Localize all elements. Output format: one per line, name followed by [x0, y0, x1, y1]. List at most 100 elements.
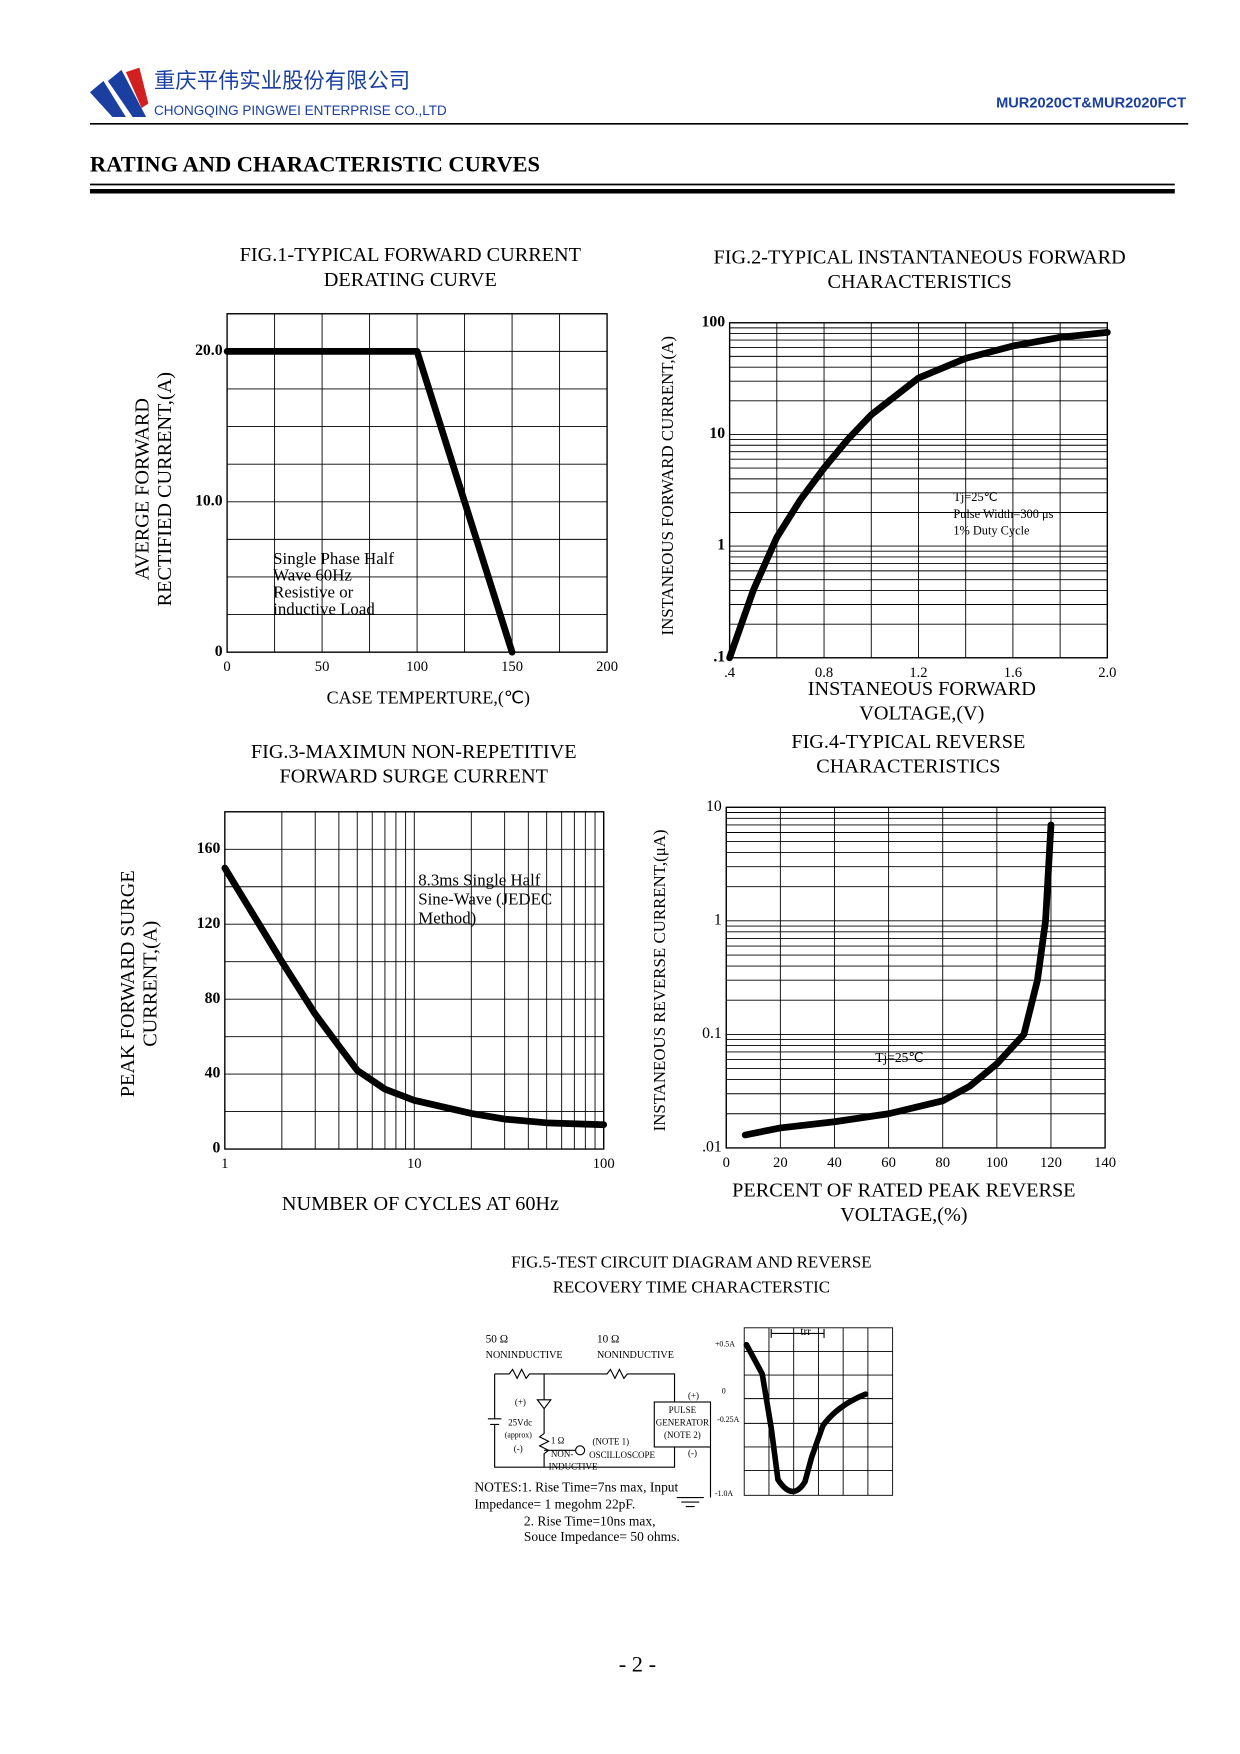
x-tick-label: 140 — [1094, 1155, 1116, 1171]
note: Souce Impedance= 50 ohms. — [524, 1529, 680, 1544]
circuit — [487, 1368, 712, 1508]
label: NONINDUCTIVE — [597, 1350, 674, 1361]
y-tick-label: .01 — [702, 1139, 722, 1156]
company-cn: 重庆平伟实业股份有限公司 — [154, 69, 410, 94]
label: (NOTE 2) — [664, 1430, 701, 1440]
plot-frame — [224, 811, 605, 1150]
fig5: FIG.5-TEST CIRCUIT DIAGRAM AND REVERSE R… — [474, 1253, 894, 1544]
label: trr — [800, 1326, 811, 1338]
curve — [726, 329, 1111, 662]
label: 10 Ω — [597, 1334, 619, 1346]
chart-title: FIG.3-MAXIMUN NON-REPETITIVE — [251, 741, 577, 763]
annotation: Single Phase Half — [273, 549, 394, 568]
label: NONINDUCTIVE — [486, 1350, 563, 1361]
label: (-) — [514, 1443, 523, 1453]
y-axis-label: INSTANEOUS REVERSE CURRENT,(μA) — [650, 829, 669, 1131]
x-tick-label: 100 — [986, 1155, 1008, 1171]
chart-title: FIG.2-TYPICAL INSTANTANEOUS FORWARD — [713, 246, 1125, 268]
label: OSCILLOSCOPE — [589, 1450, 655, 1460]
y-tick-label: 1 — [714, 911, 722, 928]
annotation: inductive Load — [273, 599, 375, 618]
x-axis-label: PERCENT OF RATED PEAK REVERSE — [732, 1179, 1075, 1201]
y-axis-label: PEAK FORWARD SURGE — [117, 870, 139, 1097]
curve — [223, 347, 516, 656]
label: 0 — [722, 1387, 726, 1396]
chart-title: CHARACTERISTICS — [827, 271, 1011, 293]
annotation: 1% Duty Cycle — [953, 524, 1030, 538]
fig5-title: RECOVERY TIME CHARACTERSTIC — [553, 1277, 830, 1296]
x-tick-label: 100 — [593, 1156, 615, 1172]
x-tick-label: 50 — [315, 659, 330, 675]
x-tick-label: 1.6 — [1004, 665, 1022, 681]
plot-frame — [226, 313, 608, 653]
y-tick-label: 40 — [205, 1065, 221, 1082]
plot-frame — [725, 806, 1106, 1149]
annotation: Tj=25℃ — [953, 490, 997, 504]
y-axis-label: AVERGE FORWARD — [132, 398, 154, 580]
fig5-title: FIG.5-TEST CIRCUIT DIAGRAM AND REVERSE — [511, 1253, 871, 1272]
y-tick-label: 160 — [197, 840, 221, 857]
x-tick-label: 120 — [1040, 1155, 1062, 1171]
y-tick-label: 1 — [717, 537, 725, 554]
note: Impedance= 1 megohm 22pF. — [474, 1497, 635, 1512]
trr-marker — [770, 1328, 825, 1338]
annotation: Sine-Wave (JEDEC — [418, 889, 552, 908]
chart-title: FORWARD SURGE CURRENT — [279, 766, 548, 788]
y-tick-label: 0 — [212, 1140, 220, 1157]
x-axis-label: INSTANEOUS FORWARD — [808, 678, 1036, 700]
y-tick-label: 10.0 — [195, 492, 223, 509]
y-tick-label: 0.1 — [702, 1025, 722, 1042]
note: NOTES:1. Rise Time=7ns max, Input — [474, 1480, 678, 1495]
chart-title: FIG.1-TYPICAL FORWARD CURRENT — [240, 244, 582, 266]
x-tick-label: 40 — [827, 1155, 842, 1171]
x-axis-label: NUMBER OF CYCLES AT 60Hz — [282, 1193, 559, 1215]
logo — [89, 67, 149, 118]
y-tick-label: 80 — [205, 990, 221, 1007]
x-tick-label: 100 — [406, 659, 428, 675]
recovery-waveform — [743, 1341, 869, 1495]
plot-frame — [728, 322, 1109, 659]
annotation: 8.3ms Single Half — [418, 870, 541, 889]
label: INDUCTIVE — [549, 1461, 598, 1471]
label: GENERATOR — [656, 1417, 709, 1427]
label: (+) — [688, 1390, 699, 1400]
x-tick-label: 0 — [223, 659, 230, 675]
x-tick-label: 60 — [881, 1155, 896, 1171]
y-tick-label: .1 — [713, 648, 725, 665]
y-axis-label: INSTANEOUS FORWARD CURRENT,(A) — [658, 336, 677, 635]
section-title: RATING AND CHARACTERISTIC CURVES — [90, 152, 540, 177]
x-tick-label: 1 — [221, 1156, 228, 1172]
label: (approx) — [505, 1431, 532, 1440]
label: NON- — [551, 1449, 573, 1459]
company-en: CHONGQING PINGWEI ENTERPRISE CO.,LTD — [154, 103, 447, 118]
label: (-) — [688, 1448, 697, 1458]
x-tick-label: 150 — [501, 659, 523, 675]
label: 1 Ω — [551, 1435, 565, 1445]
part-number: MUR2020CT&MUR2020FCT — [996, 95, 1186, 111]
x-tick-label: 20 — [773, 1155, 788, 1171]
y-tick-label: 10 — [706, 798, 722, 815]
x-tick-label: 200 — [596, 659, 618, 675]
curve — [741, 821, 1055, 1139]
label: +0.5A — [715, 1339, 735, 1348]
annotation: Method) — [418, 909, 476, 928]
x-axis-label: VOLTAGE,(%) — [840, 1204, 967, 1226]
label: -0.25A — [717, 1415, 739, 1424]
label: 25Vdc — [508, 1417, 532, 1427]
y-tick-label: 10 — [709, 425, 725, 442]
x-tick-label: 80 — [935, 1155, 950, 1171]
chart-title: CHARACTERISTICS — [816, 756, 1000, 778]
x-axis-label: VOLTAGE,(V) — [859, 703, 984, 725]
page-number: - 2 - — [619, 1651, 656, 1676]
y-tick-label: 0 — [215, 643, 223, 660]
chart-title: DERATING CURVE — [324, 269, 497, 291]
label: -1.0A — [715, 1489, 733, 1498]
annotation: Pulse Width=300 μs — [953, 507, 1053, 521]
x-tick-label: 1.2 — [909, 665, 927, 681]
x-tick-label: 2.0 — [1098, 665, 1116, 681]
curve — [221, 864, 608, 1129]
annotation: Tj=25℃ — [875, 1050, 923, 1065]
note: 2. Rise Time=10ns max, — [524, 1513, 656, 1528]
annotation: Wave 60Hz — [273, 566, 352, 585]
label: 50 Ω — [486, 1334, 508, 1346]
